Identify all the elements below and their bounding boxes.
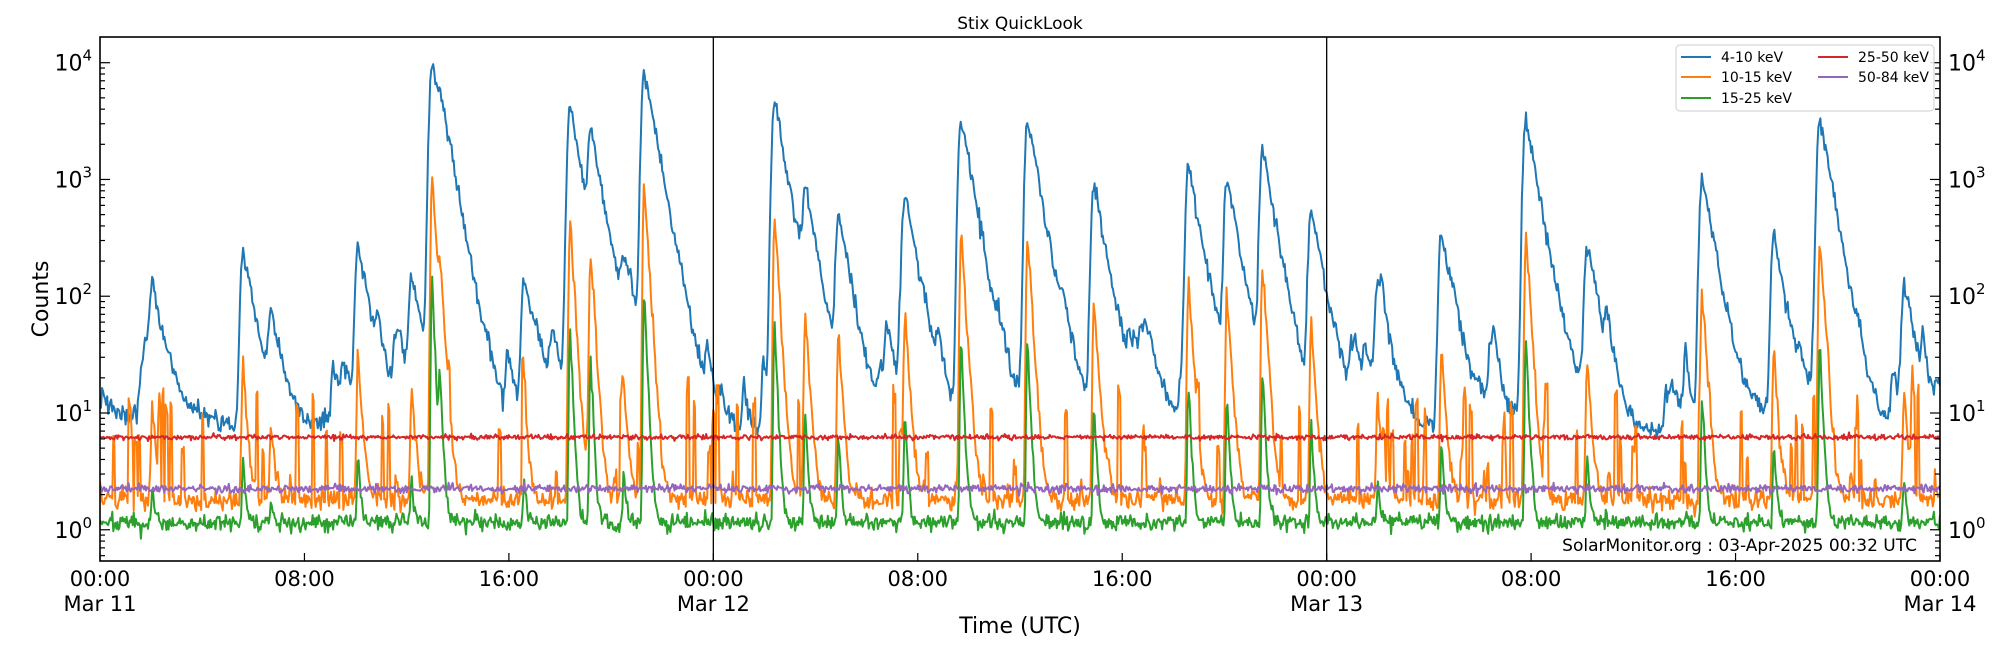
x-tick-label: 16:00 [1092,567,1153,591]
legend: 4-10 keV 10-15 keV 15-25 keV 25-50 keV 50-84… [1675,44,1935,112]
x-tick-label: 00:00 [70,567,131,591]
series-line-50-84-kev [100,481,1940,497]
y-tick-label-right: 104 [1948,47,1986,77]
series-line-15-25-kev [100,275,1940,540]
legend-label: 15-25 keV [1721,91,1792,107]
legend-label: 4-10 keV [1721,50,1783,66]
x-axis-label: Time (UTC) [958,614,1081,639]
x-tick-label: 00:00 [683,567,744,591]
series-line-4-10-kev [100,63,1940,438]
x-tick-label: 08:00 [274,567,335,591]
legend-label: 25-50 keV [1858,50,1929,66]
x-tick-date-label: Mar 14 [1903,592,1976,616]
x-tick-label: 16:00 [1705,567,1766,591]
chart-title: Stix QuickLook [957,14,1083,34]
x-tick-date-label: Mar 12 [677,592,750,616]
x-tick-label: 16:00 [479,567,540,591]
series-line-10-15-kev [100,176,1940,518]
x-tick-label: 00:00 [1296,567,1357,591]
legend-box [1675,44,1935,112]
y-tick-label: 104 [54,47,92,77]
y-tick-label-right: 101 [1948,397,1986,427]
y-tick-label-right: 102 [1948,280,1986,310]
legend-label: 50-84 keV [1858,70,1929,86]
y-tick-label-right: 103 [1948,163,1986,193]
x-tick-date-label: Mar 13 [1290,592,1363,616]
x-tick-label: 08:00 [1501,567,1562,591]
y-tick-label: 103 [54,163,92,193]
y-axis-label: Counts [29,261,54,338]
x-tick-label: 00:00 [1910,567,1971,591]
y-tick-label: 102 [54,280,92,310]
series-layer [100,63,1940,540]
series-line-25-50-kev [100,431,1940,443]
y-tick-label: 100 [54,514,92,544]
x-tick-date-label: Mar 11 [63,592,136,616]
x-tick-label: 08:00 [888,567,949,591]
plot-frame [99,36,1941,562]
legend-label: 10-15 keV [1721,70,1792,86]
annotation-text: SolarMonitor.org : 03-Apr-2025 00:32 UTC [1562,536,1917,556]
y-tick-label-right: 100 [1948,514,1986,544]
y-tick-label: 101 [54,397,92,427]
